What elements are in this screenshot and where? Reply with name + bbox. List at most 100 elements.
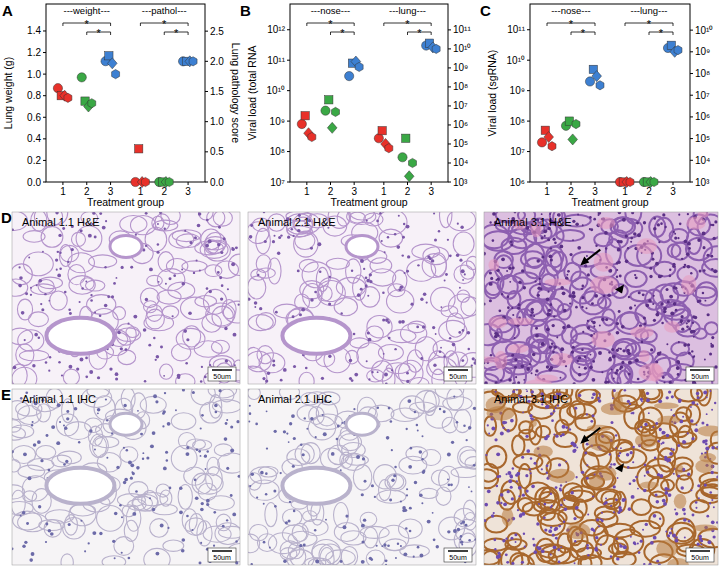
image-caption: Animal 2.1 IHC	[258, 393, 332, 405]
y-axis-label: Viral load (sgRNA)	[486, 50, 498, 137]
nucleus	[222, 525, 225, 528]
nucleus	[360, 288, 363, 291]
nucleus	[547, 238, 550, 241]
nucleus	[655, 262, 659, 266]
nucleus	[531, 311, 534, 314]
y-tick	[43, 138, 46, 139]
nucleus	[149, 497, 151, 499]
alveolus	[407, 260, 436, 282]
alveolus	[406, 447, 428, 461]
nucleus	[616, 262, 619, 265]
nucleus	[64, 426, 67, 429]
nucleus	[508, 378, 512, 382]
nucleus	[572, 220, 575, 223]
nucleus	[616, 331, 620, 335]
nucleus	[198, 212, 201, 215]
nucleus	[382, 318, 385, 321]
y-tick-label: 10⁷	[270, 177, 285, 188]
nucleus	[535, 334, 539, 338]
nucleus	[406, 372, 409, 375]
nucleus	[160, 345, 163, 348]
x-tick-label: 1	[544, 186, 550, 197]
nucleus	[256, 496, 258, 498]
nucleus	[541, 256, 544, 259]
nucleus	[421, 458, 423, 460]
alveolus	[215, 523, 240, 545]
nucleus	[655, 313, 659, 317]
nucleus	[226, 467, 229, 470]
nucleus	[394, 466, 396, 468]
nucleus	[48, 370, 50, 372]
nucleus	[663, 310, 666, 313]
nucleus	[653, 295, 655, 297]
nucleus	[59, 252, 61, 254]
alveolus	[571, 348, 596, 361]
nucleus	[389, 498, 392, 501]
nucleus	[419, 493, 423, 497]
nucleus	[457, 223, 459, 225]
arrowhead-marker	[615, 284, 624, 293]
nucleus	[599, 325, 601, 327]
plot-frame	[530, 4, 690, 182]
nucleus	[126, 449, 129, 452]
nucleus	[371, 371, 373, 373]
nucleus	[453, 529, 457, 533]
nucleus	[462, 520, 465, 523]
nucleus	[383, 353, 385, 355]
lesion	[597, 217, 615, 229]
nucleus	[183, 329, 187, 333]
nucleus	[546, 327, 550, 331]
alveolus	[251, 269, 266, 280]
nucleus	[468, 426, 472, 430]
vessel	[110, 413, 142, 435]
nucleus	[396, 245, 400, 249]
nucleus	[514, 366, 517, 369]
nucleus	[158, 281, 160, 283]
nucleus	[549, 303, 552, 306]
lesion	[484, 357, 499, 363]
nucleus	[291, 414, 295, 418]
nucleus	[259, 307, 262, 310]
y2-tick	[448, 67, 451, 68]
nucleus	[387, 544, 390, 547]
nucleus	[155, 552, 159, 556]
nucleus	[506, 270, 508, 272]
alveolus	[12, 445, 35, 463]
nucleus	[68, 308, 71, 311]
nucleus	[677, 373, 680, 376]
tissue	[484, 212, 718, 384]
nucleus	[137, 410, 139, 412]
alveolus	[194, 341, 222, 358]
y-tick	[527, 151, 530, 152]
alveolus	[386, 363, 410, 374]
nucleus	[417, 430, 419, 432]
nucleus	[356, 455, 360, 459]
alveolus	[364, 213, 383, 226]
nucleus	[462, 279, 464, 281]
nucleus	[99, 532, 102, 535]
nucleus	[518, 280, 521, 283]
nucleus	[577, 360, 579, 362]
nucleus	[30, 287, 32, 289]
y-axis-label: Lung weight (g)	[2, 57, 14, 129]
alveolus	[421, 449, 440, 465]
nucleus	[687, 320, 690, 323]
image-row: EAnimal 1.1 IHC50umAnimal 2.1 IHC50umAni…	[1, 377, 721, 568]
nucleus	[593, 325, 595, 327]
nucleus	[209, 364, 211, 366]
alveolus	[287, 449, 310, 466]
nucleus	[540, 287, 543, 290]
nucleus	[224, 437, 228, 441]
nucleus	[403, 223, 405, 225]
alveolus	[206, 303, 235, 326]
panel-letter: A	[2, 2, 13, 19]
alveolus	[686, 404, 700, 424]
nucleus	[219, 276, 222, 279]
nucleus	[340, 560, 343, 563]
nucleus	[406, 225, 410, 229]
nucleus	[512, 314, 514, 316]
nucleus	[283, 368, 287, 372]
nucleus	[181, 549, 185, 553]
nucleus	[590, 354, 592, 356]
alveolus	[439, 320, 467, 341]
